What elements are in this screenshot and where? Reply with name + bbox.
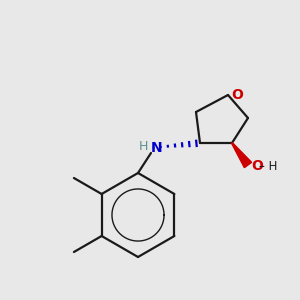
Text: O: O	[231, 88, 243, 102]
Polygon shape	[232, 143, 252, 168]
Text: – H: – H	[259, 160, 278, 173]
Text: O: O	[251, 159, 263, 173]
Text: N: N	[151, 141, 163, 155]
Text: H: H	[139, 140, 148, 154]
